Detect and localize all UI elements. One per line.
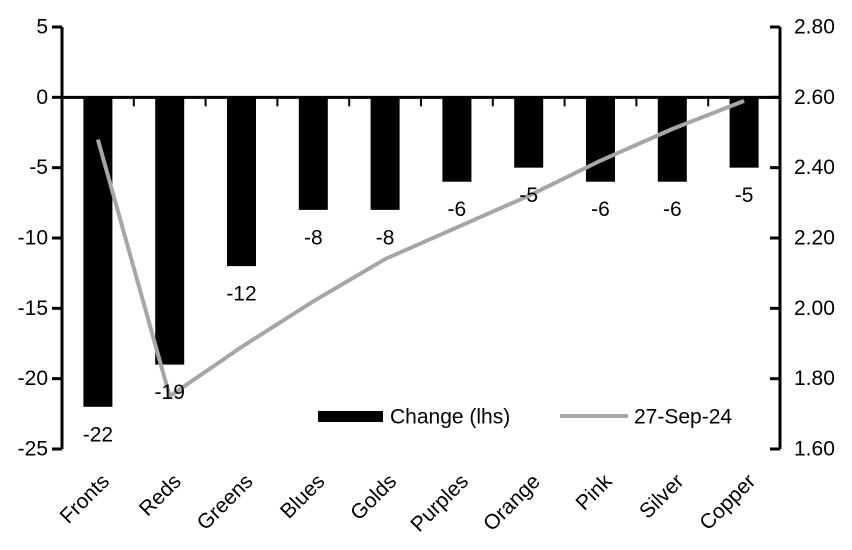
series-line (95, 98, 745, 400)
bar (657, 97, 687, 182)
x-axis-label: Pink (571, 470, 617, 516)
bar (514, 97, 544, 168)
x-axis-label: Greens (193, 470, 258, 535)
left-axis-tick-label: 0 (36, 86, 48, 109)
bar (155, 97, 185, 365)
bar-value-label: -22 (83, 423, 113, 446)
right-axis-tick-label: 1.80 (794, 367, 835, 390)
left-axis-tick-label: -15 (18, 297, 48, 320)
x-axis-label: Reds (135, 470, 186, 521)
bar (83, 97, 113, 407)
bar (442, 97, 472, 182)
x-axis-label: Golds (346, 470, 401, 525)
right-axis-tick-label: 1.60 (794, 438, 835, 461)
bar (729, 97, 759, 168)
legend-swatch-bar (318, 411, 383, 422)
x-axis-label: Silver (635, 470, 688, 523)
left-axis-tick-label: -10 (18, 227, 48, 250)
bar-value-label: -6 (448, 198, 467, 221)
bar-value-label: -6 (663, 198, 682, 221)
bar (298, 97, 328, 210)
x-axis-label: Orange (479, 470, 545, 536)
right-axis-tick-label: 2.80 (794, 16, 835, 39)
bar-value-label: -8 (304, 226, 323, 249)
bar-value-label: -6 (591, 198, 610, 221)
right-axis-tick-label: 2.20 (794, 227, 835, 250)
bar-value-label: -19 (155, 381, 185, 404)
right-axis-tick-label: 2.40 (794, 156, 835, 179)
bar (227, 97, 256, 267)
left-axis-tick-label: -20 (18, 367, 48, 390)
bar (370, 97, 400, 210)
right-axis-tick-label: 2.60 (794, 86, 835, 109)
bar-value-label: -5 (519, 184, 538, 207)
left-axis-tick-label: 5 (36, 16, 48, 39)
legend-label-line: 27-Sep-24 (634, 406, 732, 429)
bar-value-label: -5 (735, 184, 754, 207)
right-axis-tick-label: 2.00 (794, 297, 835, 320)
left-axis-tick-label: -25 (18, 438, 48, 461)
bar-value-label: -12 (226, 283, 256, 306)
x-axis-label: Copper (695, 470, 760, 535)
bar-value-label: -8 (376, 226, 395, 249)
x-axis-label: Purples (406, 470, 473, 537)
legend-label-bar: Change (lhs) (390, 406, 510, 429)
x-axis-label: Fronts (56, 470, 114, 528)
bar (586, 97, 615, 182)
left-axis-tick-label: -5 (29, 156, 48, 179)
x-axis-label: Blues (276, 470, 329, 523)
